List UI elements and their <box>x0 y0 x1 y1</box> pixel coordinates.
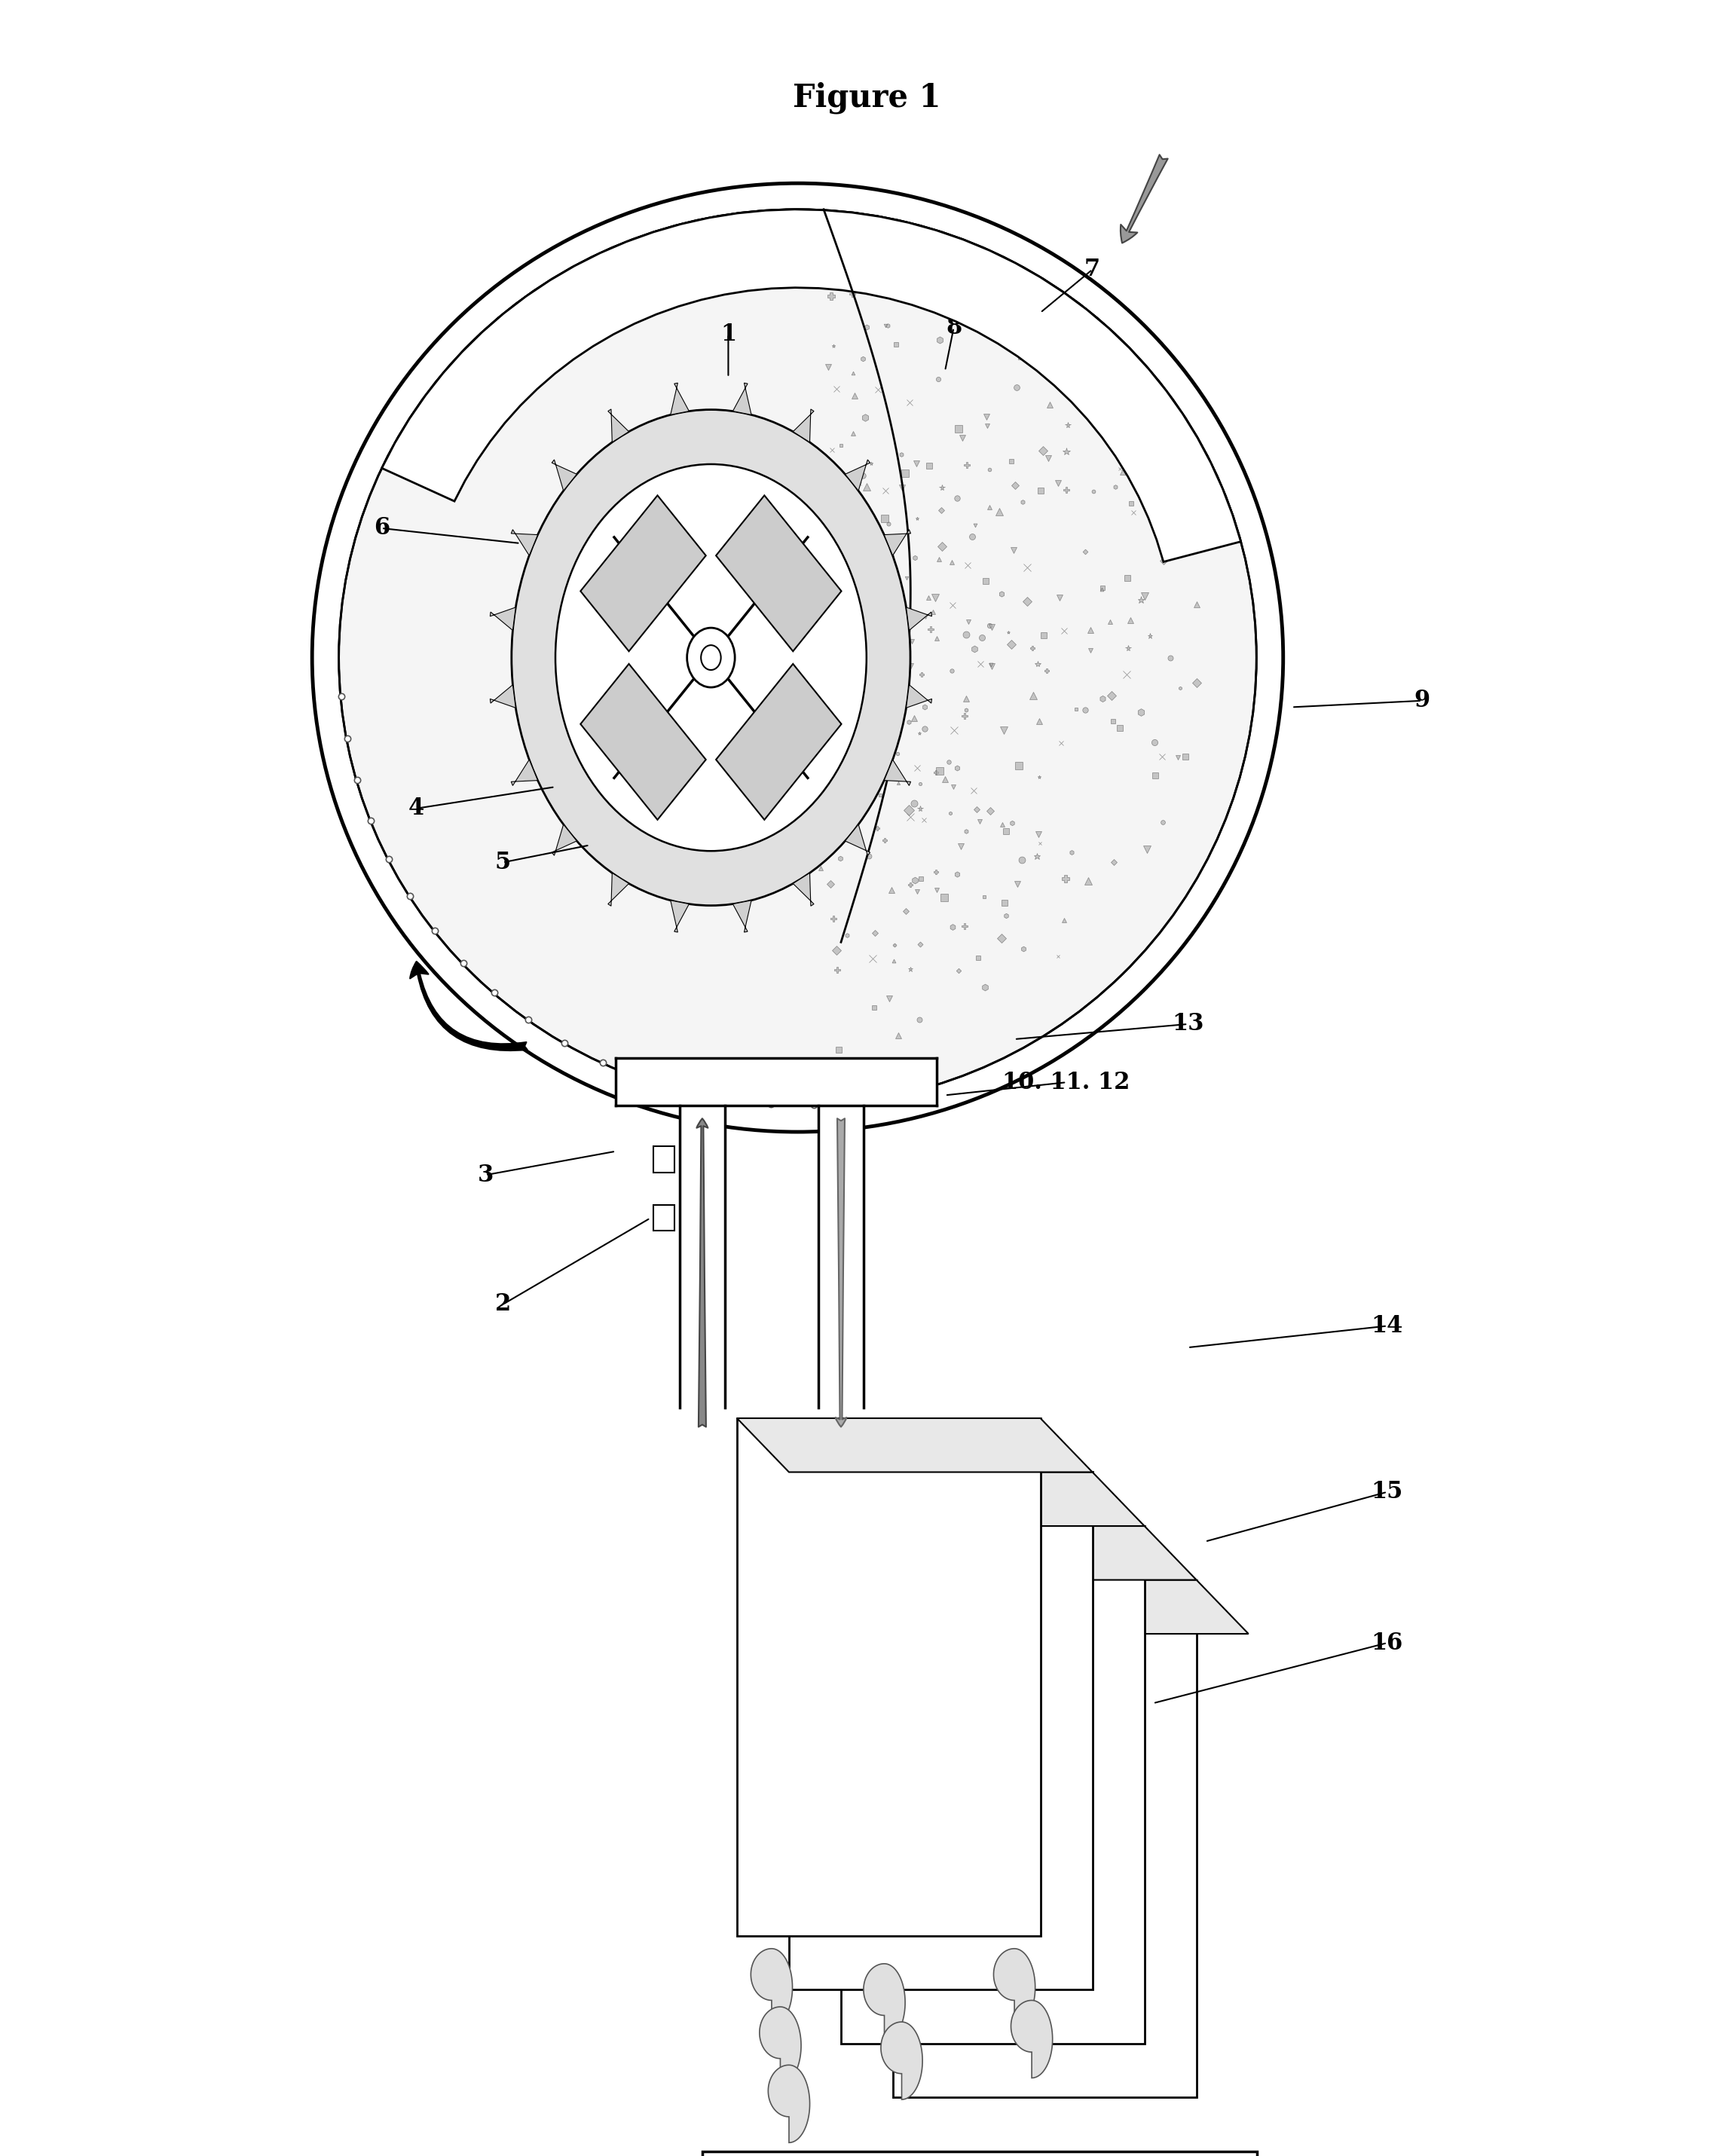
Bar <box>654 1205 675 1231</box>
Polygon shape <box>671 384 688 414</box>
Polygon shape <box>841 1526 1196 1580</box>
Polygon shape <box>733 384 751 414</box>
Text: 5: 5 <box>494 852 512 873</box>
Polygon shape <box>994 1949 1035 2027</box>
Polygon shape <box>551 459 577 492</box>
Polygon shape <box>733 901 751 931</box>
Ellipse shape <box>312 183 1283 1132</box>
Text: 7: 7 <box>1084 259 1101 280</box>
Polygon shape <box>581 496 706 651</box>
Text: 15: 15 <box>1372 1481 1403 1503</box>
Polygon shape <box>512 530 538 556</box>
Polygon shape <box>716 664 841 819</box>
Polygon shape <box>737 1419 1092 1473</box>
Polygon shape <box>551 824 577 856</box>
Text: 3: 3 <box>477 1164 494 1186</box>
Polygon shape <box>792 410 813 442</box>
Polygon shape <box>881 2022 922 2100</box>
Text: 6: 6 <box>373 517 390 539</box>
Circle shape <box>512 410 910 906</box>
Text: 8: 8 <box>945 317 962 338</box>
Bar <box>841 1526 1144 2044</box>
Ellipse shape <box>338 209 1257 1106</box>
Bar <box>654 1147 675 1173</box>
Circle shape <box>555 464 867 852</box>
Polygon shape <box>491 608 515 630</box>
Bar <box>789 1473 1092 1990</box>
Text: 14: 14 <box>1372 1315 1403 1337</box>
Polygon shape <box>609 410 629 442</box>
Polygon shape <box>789 1473 1144 1526</box>
Text: 9: 9 <box>1413 690 1431 711</box>
Polygon shape <box>671 901 688 931</box>
Bar <box>893 1580 1196 2098</box>
Polygon shape <box>609 873 629 906</box>
Polygon shape <box>491 686 515 707</box>
Polygon shape <box>884 530 910 556</box>
Text: 16: 16 <box>1372 1632 1403 1654</box>
Polygon shape <box>893 1580 1248 1634</box>
Polygon shape <box>1011 2001 1053 2078</box>
Polygon shape <box>844 824 870 856</box>
Text: 2: 2 <box>494 1294 512 1315</box>
Polygon shape <box>768 2065 810 2143</box>
Circle shape <box>687 627 735 688</box>
Bar <box>737 1419 1040 1936</box>
Polygon shape <box>864 1964 905 2042</box>
Polygon shape <box>751 1949 792 2027</box>
Polygon shape <box>907 686 931 707</box>
Polygon shape <box>759 2007 801 2085</box>
Polygon shape <box>907 608 931 630</box>
Polygon shape <box>716 496 841 651</box>
Polygon shape <box>581 664 706 819</box>
Polygon shape <box>512 759 538 785</box>
Polygon shape <box>792 873 813 906</box>
Text: 10. 11. 12: 10. 11. 12 <box>1002 1072 1131 1093</box>
Polygon shape <box>844 459 870 492</box>
Circle shape <box>701 645 721 671</box>
Bar <box>702 2152 1257 2156</box>
Text: Figure 1: Figure 1 <box>792 82 942 114</box>
Text: 1: 1 <box>720 323 737 345</box>
Text: 13: 13 <box>1172 1013 1203 1035</box>
Polygon shape <box>381 209 1242 563</box>
Text: 4: 4 <box>407 798 425 819</box>
Polygon shape <box>884 759 910 785</box>
